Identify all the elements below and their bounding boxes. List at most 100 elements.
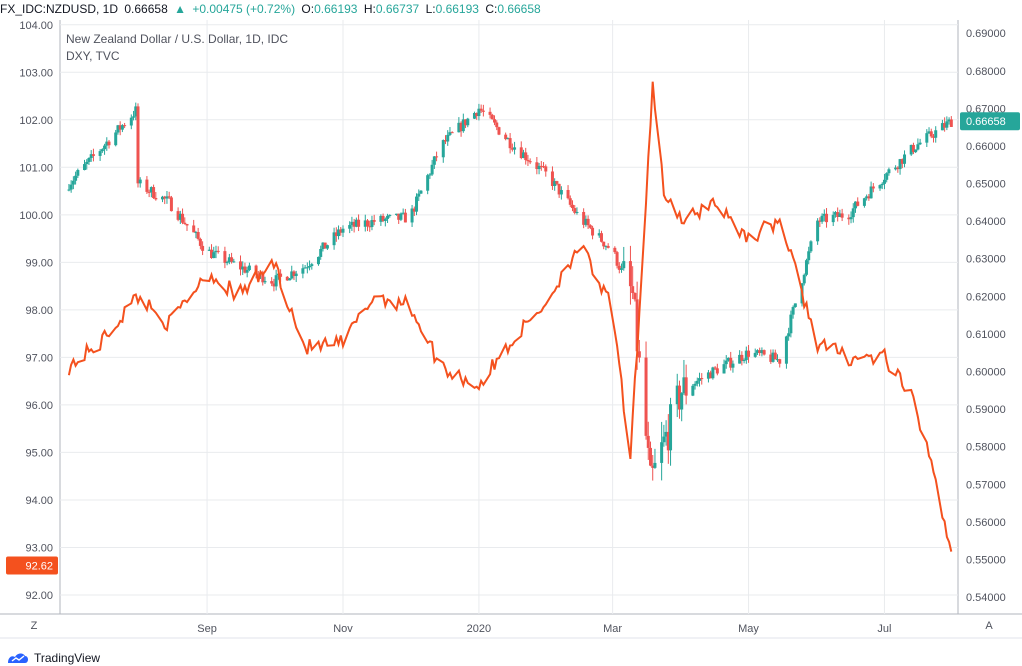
candle-body bbox=[675, 385, 679, 405]
candle bbox=[308, 260, 312, 271]
candle bbox=[909, 144, 913, 156]
current-price-badges: 92.62 0.66658 bbox=[6, 112, 1020, 575]
candle bbox=[566, 185, 570, 200]
candle-body bbox=[417, 193, 421, 197]
candle-body bbox=[116, 125, 120, 133]
candle-body bbox=[637, 351, 641, 358]
candle bbox=[822, 209, 826, 222]
candle-body bbox=[71, 180, 75, 185]
candle-body bbox=[419, 190, 423, 194]
candle-body bbox=[107, 141, 111, 146]
candle bbox=[836, 207, 840, 222]
candle-body bbox=[597, 233, 601, 236]
candle bbox=[212, 246, 216, 259]
candle bbox=[116, 124, 120, 135]
candle bbox=[925, 129, 929, 148]
candle bbox=[916, 138, 920, 151]
right-tick-label: 0.55000 bbox=[966, 554, 1006, 566]
candle-body bbox=[410, 208, 414, 223]
left-tick-label: 100.00 bbox=[19, 210, 53, 222]
brand-footer[interactable]: TradingView bbox=[6, 650, 100, 666]
candle-body bbox=[820, 215, 824, 222]
candle bbox=[368, 220, 372, 232]
candle-body bbox=[403, 212, 407, 223]
candle bbox=[568, 195, 572, 208]
candle-body bbox=[822, 213, 826, 216]
time-axis[interactable]: Sep Nov 2020 Mar May Jul bbox=[197, 623, 891, 635]
candle bbox=[294, 270, 298, 283]
candle bbox=[521, 149, 525, 159]
candle-body bbox=[662, 436, 666, 443]
candle bbox=[457, 117, 461, 133]
candle-body bbox=[459, 122, 463, 132]
candle-body bbox=[136, 106, 140, 184]
candle-body bbox=[931, 136, 935, 138]
candle-body bbox=[818, 220, 822, 222]
candle-body bbox=[666, 431, 670, 451]
right-tick-label: 0.65000 bbox=[966, 179, 1006, 191]
candle bbox=[504, 132, 508, 141]
candle-body bbox=[352, 221, 356, 227]
candle bbox=[804, 258, 808, 277]
candle bbox=[185, 223, 189, 231]
candle-body bbox=[742, 360, 746, 362]
candle-body bbox=[290, 271, 294, 279]
right-tick-label: 0.56000 bbox=[966, 517, 1006, 529]
candle bbox=[464, 119, 468, 129]
candle bbox=[227, 253, 231, 265]
left-axis-mode-button[interactable]: Z bbox=[30, 620, 38, 632]
candle bbox=[105, 137, 109, 151]
time-tick-label: 2020 bbox=[467, 623, 491, 635]
series-legend-sub[interactable]: DXY, TVC bbox=[66, 49, 120, 63]
candle bbox=[700, 373, 704, 385]
candle bbox=[680, 392, 684, 422]
candle bbox=[432, 156, 436, 169]
high-label: H: bbox=[363, 2, 376, 16]
candle-body bbox=[882, 179, 886, 184]
low-label: L: bbox=[425, 2, 436, 16]
candle-body bbox=[508, 138, 512, 149]
candle bbox=[87, 157, 91, 166]
candle-body bbox=[74, 175, 78, 181]
candle-body bbox=[550, 171, 554, 186]
candle bbox=[791, 305, 795, 319]
candle bbox=[192, 219, 196, 233]
candle bbox=[773, 349, 777, 360]
right-tick-label: 0.64000 bbox=[966, 216, 1006, 228]
candle bbox=[147, 189, 151, 198]
candle-body bbox=[669, 404, 673, 451]
candle-body bbox=[446, 134, 450, 142]
candle-body bbox=[118, 125, 122, 130]
candle-body bbox=[337, 229, 341, 237]
candle bbox=[602, 241, 606, 250]
candle bbox=[729, 351, 733, 371]
candle-body bbox=[726, 357, 730, 361]
candle bbox=[201, 241, 205, 256]
candle bbox=[134, 102, 138, 121]
candle bbox=[818, 217, 822, 228]
candle bbox=[662, 424, 666, 447]
auto-scale-button[interactable]: A bbox=[985, 620, 993, 632]
candle bbox=[305, 262, 309, 274]
candle bbox=[178, 210, 182, 224]
candle-body bbox=[700, 378, 704, 380]
time-tick-label: Sep bbox=[197, 623, 217, 635]
candle bbox=[726, 357, 730, 362]
candle-body bbox=[698, 378, 702, 381]
symbol-title[interactable]: FX_IDC:NZDUSD, 1D bbox=[0, 2, 119, 16]
candle-body bbox=[303, 267, 307, 269]
candle bbox=[747, 345, 751, 363]
candle bbox=[784, 335, 788, 369]
candle bbox=[582, 208, 586, 229]
candle-body bbox=[178, 213, 182, 220]
left-price-axis[interactable]: 104.00 103.00 102.00 101.00 100.00 99.00 98.00… bbox=[19, 20, 53, 602]
candle-body bbox=[747, 350, 751, 357]
candle bbox=[386, 213, 390, 223]
candle-body bbox=[274, 275, 278, 287]
candle-body bbox=[773, 352, 777, 360]
series-legend-main[interactable]: New Zealand Dollar / U.S. Dollar, 1D, ID… bbox=[66, 32, 289, 46]
candle bbox=[787, 327, 791, 341]
candle bbox=[646, 421, 650, 460]
candle-body bbox=[929, 131, 933, 137]
